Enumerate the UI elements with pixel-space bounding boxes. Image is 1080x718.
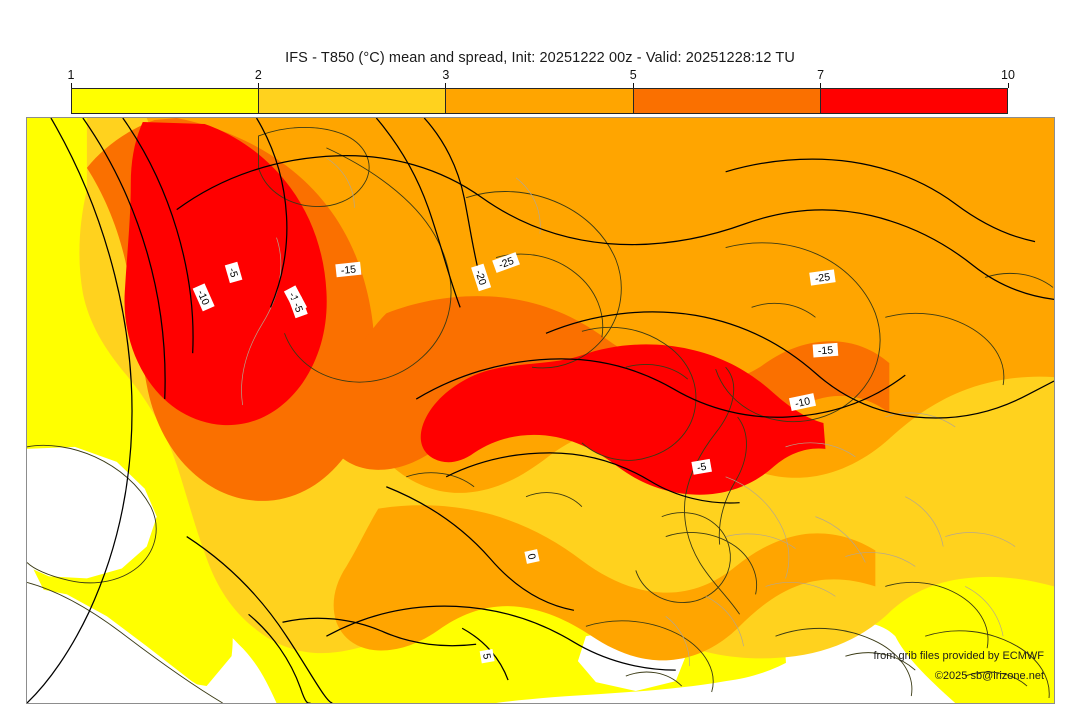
colorbar-tick-mark-2: [257, 83, 259, 88]
contour-label-background: [788, 393, 816, 411]
contour-label-5: 5: [479, 648, 495, 664]
isotherm-contours-layer: [27, 118, 1054, 703]
contour-label-text: -15: [818, 345, 834, 357]
contour-label-text: 0: [525, 553, 537, 561]
contour-label-text: -25: [814, 272, 831, 285]
contour-label-background: [524, 549, 540, 564]
contour-label-text: -5: [291, 302, 305, 315]
colorbar-tick-mark-7: [820, 83, 822, 88]
colorbar-segment-7-10: [820, 89, 1008, 113]
contour-label-neg25: -25: [492, 252, 520, 273]
colorbar-segment-1-2: [72, 89, 260, 113]
contour-labels-layer: -25-25-20-15-15-10-10-10-5-5-50510: [192, 252, 839, 664]
contour-label-background: [224, 261, 243, 284]
contour-label-text: -20: [472, 269, 487, 287]
colorbar-tick-mark-10: [1007, 83, 1009, 88]
contour-label-neg10: -10: [788, 393, 816, 411]
contour-label-neg5: -5: [691, 458, 712, 475]
contour-label-neg25: -25: [809, 269, 836, 286]
contour-label-text: -10: [794, 396, 811, 410]
contour-label-neg5: -5: [289, 296, 308, 319]
colorbar-tick-label-7: 7: [817, 68, 825, 82]
contour-label-background: [192, 283, 215, 312]
contour-label-text: -15: [340, 264, 356, 277]
contour-label-0: 0: [524, 549, 540, 564]
contour-label-neg20: -20: [471, 263, 492, 292]
colorbar-tick-mark-1: [70, 83, 72, 88]
colorbar-segment-3-5: [446, 89, 634, 113]
contour-label-background: [289, 296, 308, 319]
contour-label-background: [812, 342, 839, 358]
contour-label-background: [691, 458, 712, 475]
credit-source: from grib files provided by ECMWF: [873, 650, 1044, 662]
contour-label-neg15: -15: [335, 261, 362, 278]
contour-label-text: 5: [480, 653, 492, 661]
spread-band-7-10: [124, 121, 826, 495]
contour-label-text: -25: [497, 256, 515, 272]
contour-label-neg5: -5: [224, 261, 243, 284]
colorbar-tick-label-2: 2: [254, 68, 262, 82]
contour-label-text: -5: [226, 267, 239, 279]
colorbar-tick-axis: 1 2 3 5 7 10: [67, 68, 1015, 88]
contour-label-background: [471, 263, 492, 292]
colorbar-tick-mark-3: [445, 83, 447, 88]
colorbar-tick-label-10: 10: [1001, 68, 1015, 82]
contour-label-background: [492, 252, 520, 273]
contour-label-background: [809, 269, 836, 286]
colorbar-tick-label-5: 5: [629, 68, 637, 82]
credit-copyright: ©2025 sb@irizone.net: [934, 670, 1044, 682]
country-borders-layer: [241, 157, 1016, 667]
colorbar-tick-mark-5: [632, 83, 634, 88]
map-svg-layers: -25-25-20-15-15-10-10-10-5-5-50510: [27, 118, 1054, 703]
contour-label-background: [479, 648, 495, 664]
colorbar-tick-label-3: 3: [442, 68, 450, 82]
contour-label-text: -5: [696, 462, 707, 474]
colorbar-gradient-bar: [71, 88, 1008, 114]
colorbar-segment-5-7: [633, 89, 821, 113]
page-title: IFS - T850 (°C) mean and spread, Init: 2…: [285, 50, 795, 66]
colorbar: 1 2 3 5 7 10: [67, 68, 1015, 114]
colorbar-tick-label-1: 1: [67, 68, 75, 82]
map-canvas[interactable]: -25-25-20-15-15-10-10-10-5-5-50510 from …: [26, 117, 1055, 704]
contour-label-neg15: -15: [812, 342, 839, 358]
colorbar-segment-2-3: [259, 89, 447, 113]
contour-label-background: [335, 261, 362, 278]
